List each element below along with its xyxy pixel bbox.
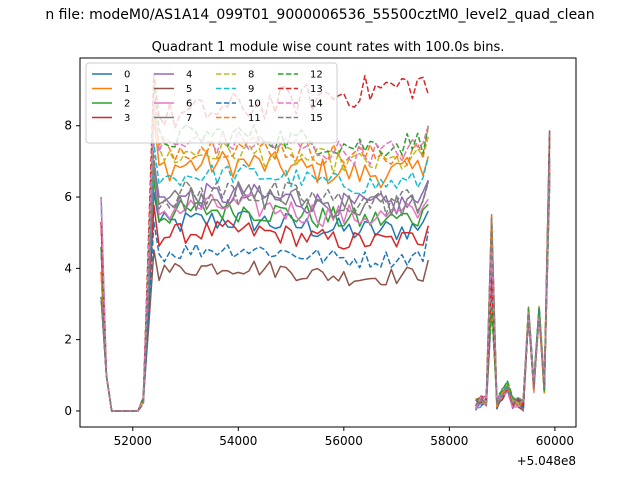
x-axis: 52000 54000 56000 58000 60000 xyxy=(114,427,574,448)
legend-label-15: 15 xyxy=(310,113,323,124)
series-line-3 xyxy=(100,204,430,412)
x-tick-label: 54000 xyxy=(219,434,257,448)
legend-label-4: 4 xyxy=(186,70,192,81)
series-line-9 xyxy=(100,142,430,412)
y-tick-label: 8 xyxy=(64,119,72,133)
legend-label-5: 5 xyxy=(186,84,192,95)
legend-label-2: 2 xyxy=(124,99,130,110)
y-tick-label: 2 xyxy=(64,333,72,347)
x-tick-label: 52000 xyxy=(114,434,152,448)
x-tick-label: 58000 xyxy=(430,434,468,448)
series-line-15 xyxy=(100,154,430,412)
chart-title: Quadrant 1 module wise count rates with … xyxy=(152,40,505,55)
y-tick-label: 0 xyxy=(64,404,72,418)
figure-suptitle: n file: modeM0/AS1A14_099T01_9000006536_… xyxy=(45,7,594,23)
plot-frame xyxy=(79,57,577,428)
series-line-2 xyxy=(100,177,429,412)
legend-label-7: 7 xyxy=(186,113,192,124)
series-line-5 xyxy=(100,249,430,412)
legend-label-1: 1 xyxy=(124,84,130,95)
x-tick-label: 60000 xyxy=(536,434,574,448)
series-line-10 xyxy=(100,221,430,412)
y-tick-label: 6 xyxy=(64,190,72,204)
y-axis: 0 2 4 6 8 xyxy=(64,119,80,418)
series-line-15 xyxy=(475,131,551,406)
legend-label-12: 12 xyxy=(310,70,323,81)
legend-label-13: 13 xyxy=(310,84,323,95)
legend-label-0: 0 xyxy=(124,70,130,81)
legend-box xyxy=(85,62,338,144)
y-tick-label: 4 xyxy=(64,261,72,275)
legend-label-14: 14 xyxy=(310,99,323,110)
x-tick-label: 56000 xyxy=(325,434,363,448)
legend-label-11: 11 xyxy=(248,113,261,124)
x-offset-label: +5.048e8 xyxy=(517,454,576,468)
legend-label-3: 3 xyxy=(124,113,130,124)
legend-label-9: 9 xyxy=(248,84,254,95)
series-line-0 xyxy=(100,191,429,412)
legend-label-6: 6 xyxy=(186,99,192,110)
legend-label-8: 8 xyxy=(248,70,254,81)
legend-label-10: 10 xyxy=(248,99,261,110)
